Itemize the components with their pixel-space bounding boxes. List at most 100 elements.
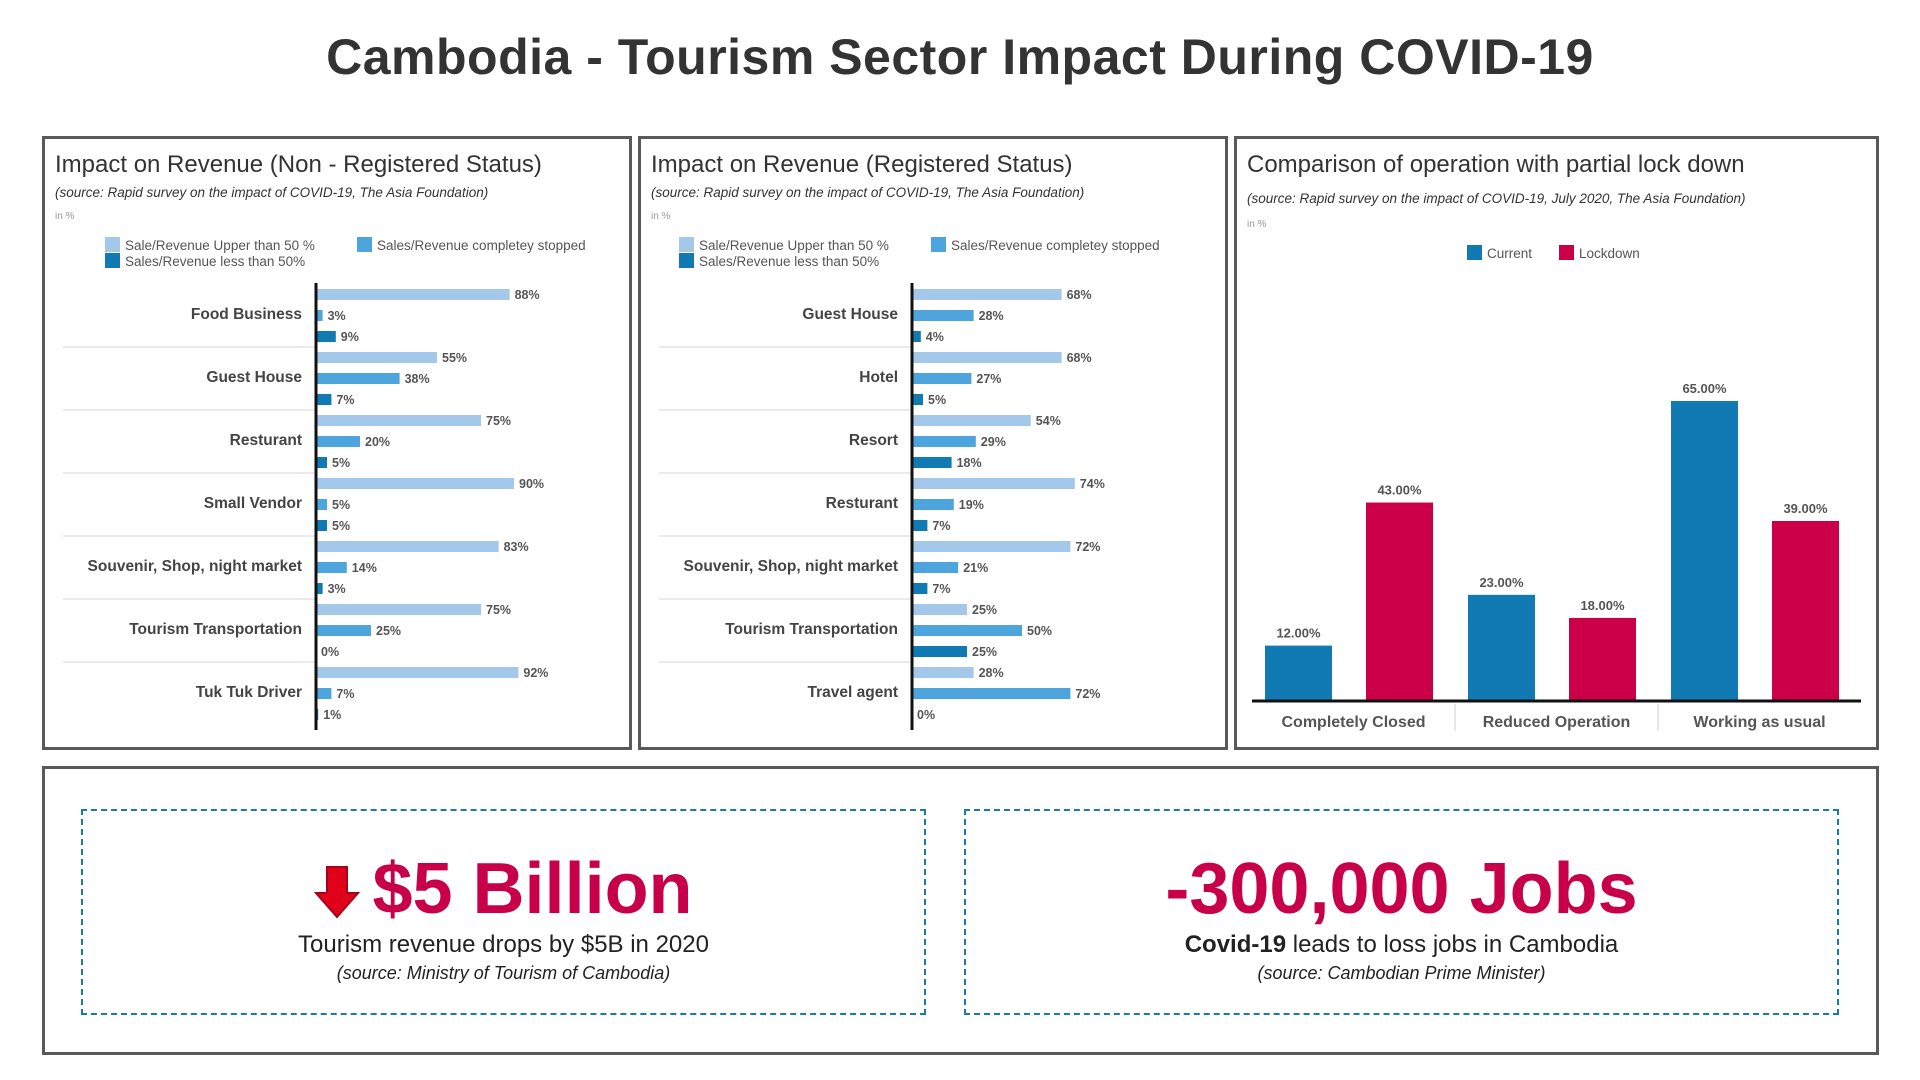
kpi-source: (source: Ministry of Tourism of Cambodia… xyxy=(336,963,671,983)
bar xyxy=(912,457,952,468)
data-label: 3% xyxy=(328,309,346,323)
hbar-chart-registered: Guest House 68% 28% 4% Hotel 68% 27% 5% Resort 54… xyxy=(659,283,1105,730)
bar xyxy=(316,583,323,594)
bar xyxy=(316,415,481,426)
bar xyxy=(316,625,371,636)
kpi-description: Tourism revenue drops by $5B in 2020 xyxy=(298,931,709,958)
data-label: 19% xyxy=(959,498,984,512)
bar xyxy=(912,331,921,342)
bar xyxy=(316,667,519,678)
data-label: 88% xyxy=(515,288,540,302)
data-label: 25% xyxy=(972,645,997,659)
category-label: Working as usual xyxy=(1693,714,1825,731)
data-label: 0% xyxy=(917,708,935,722)
data-label: 25% xyxy=(972,603,997,617)
bar xyxy=(1366,502,1433,701)
bar xyxy=(912,667,974,678)
data-label: 55% xyxy=(442,351,467,365)
data-label: 1% xyxy=(323,708,341,722)
category-label: Guest House xyxy=(206,369,302,386)
bar xyxy=(912,520,928,531)
bar xyxy=(316,499,327,510)
data-label: 75% xyxy=(486,414,511,428)
data-label: 29% xyxy=(981,435,1006,449)
bar xyxy=(912,394,923,405)
bar xyxy=(316,289,510,300)
legend-item: Sales/Revenue completey stopped xyxy=(357,237,586,253)
legend-swatch xyxy=(679,253,694,268)
category-label: Travel agent xyxy=(808,684,898,701)
bar xyxy=(912,478,1075,489)
data-label: 0% xyxy=(321,645,339,659)
panel-comparison: Comparison of operation with partial loc… xyxy=(1234,136,1879,750)
vbar-chart-comparison: 12.00% 43.00% Completely Closed 23.00% 18.00… xyxy=(1252,381,1861,731)
category-label: Resturant xyxy=(826,495,898,512)
data-label: 38% xyxy=(405,372,430,386)
data-label: 18% xyxy=(957,456,982,470)
data-label: 50% xyxy=(1027,624,1052,638)
data-label: 68% xyxy=(1067,351,1092,365)
data-label: 75% xyxy=(486,603,511,617)
bar xyxy=(912,604,967,615)
data-label: 7% xyxy=(932,582,950,596)
panel-source: (source: Rapid survey on the impact of C… xyxy=(1247,191,1746,206)
bar xyxy=(316,310,323,321)
category-label: Guest House xyxy=(802,306,898,323)
panel-unit: in % xyxy=(651,211,671,222)
down-arrow-icon xyxy=(314,866,361,919)
legend-swatch xyxy=(357,237,372,252)
legend-swatch xyxy=(105,253,120,268)
data-label: 21% xyxy=(963,561,988,575)
category-label: Tourism Transportation xyxy=(725,621,898,638)
legend-swatch xyxy=(1559,245,1574,260)
legend-item: Current xyxy=(1467,245,1532,261)
bar xyxy=(912,583,928,594)
panel-title: Impact on Revenue (Non - Registered Stat… xyxy=(55,151,542,178)
data-label: 5% xyxy=(332,519,350,533)
panel-source: (source: Rapid survey on the impact of C… xyxy=(55,185,489,200)
data-label: 23.00% xyxy=(1479,575,1524,590)
bar xyxy=(912,436,976,447)
category-label: Small Vendor xyxy=(204,495,302,512)
legend-item: Lockdown xyxy=(1559,245,1640,261)
category-label: Resort xyxy=(849,432,898,449)
bar xyxy=(316,352,437,363)
panel-unit: in % xyxy=(55,211,75,222)
bar xyxy=(1569,617,1636,701)
data-label: 43.00% xyxy=(1377,483,1422,498)
data-label: 20% xyxy=(365,435,390,449)
data-label: 7% xyxy=(932,519,950,533)
data-label: 27% xyxy=(976,372,1001,386)
data-label: 3% xyxy=(328,582,346,596)
category-label: Reduced Operation xyxy=(1483,714,1631,731)
data-label: 9% xyxy=(341,330,359,344)
data-label: 28% xyxy=(979,309,1004,323)
panel-unit: in % xyxy=(1247,219,1267,230)
bar xyxy=(912,352,1062,363)
hbar-chart-non-registered: Food Business 88% 3% 9% Guest House 55% 38% 7% R… xyxy=(63,283,548,730)
data-label: 54% xyxy=(1036,414,1061,428)
data-label: 4% xyxy=(926,330,944,344)
data-label: 12.00% xyxy=(1276,626,1321,641)
bar xyxy=(316,688,332,699)
data-label: 72% xyxy=(1075,687,1100,701)
data-label: 74% xyxy=(1080,477,1105,491)
kpi-description: Covid-19 leads to loss jobs in Cambodia xyxy=(1184,931,1619,958)
panel-title: Comparison of operation with partial loc… xyxy=(1247,151,1745,178)
data-label: 7% xyxy=(336,393,354,407)
data-label: 7% xyxy=(336,687,354,701)
bar xyxy=(316,457,327,468)
bar xyxy=(912,646,967,657)
page-title: Cambodia - Tourism Sector Impact During … xyxy=(326,29,1594,85)
legend-item: Sales/Revenue less than 50% xyxy=(105,253,305,269)
bar xyxy=(912,289,1062,300)
bar xyxy=(316,478,514,489)
legend-swatch xyxy=(679,237,694,252)
panel-source: (source: Rapid survey on the impact of C… xyxy=(651,185,1085,200)
bar xyxy=(316,373,400,384)
data-label: 5% xyxy=(332,498,350,512)
data-label: 28% xyxy=(979,666,1004,680)
bar xyxy=(912,373,972,384)
category-label: Completely Closed xyxy=(1281,714,1425,731)
legend-item: Sales/Revenue completey stopped xyxy=(931,237,1160,253)
